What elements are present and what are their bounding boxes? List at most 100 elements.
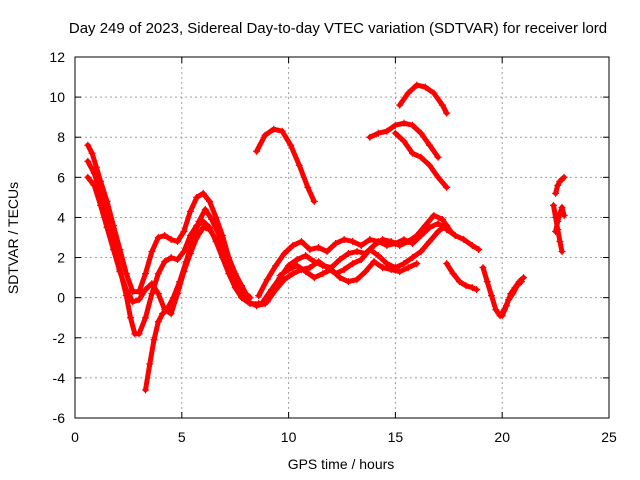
data-point (413, 231, 421, 239)
data-point (468, 284, 476, 292)
data-point (310, 197, 318, 205)
data-point (552, 227, 560, 235)
axis-ticks: 0 5 10 15 20 25 -6 -4 -2 0 2 4 6 8 10 12 (49, 49, 617, 445)
data-point (263, 298, 271, 306)
data-point (293, 262, 301, 270)
data-point (400, 260, 408, 268)
data-point (129, 288, 137, 296)
data-point (370, 258, 378, 266)
data-point (460, 236, 468, 244)
data-point (462, 282, 470, 290)
data-point (552, 189, 560, 197)
data-point (443, 109, 451, 117)
data-point (558, 203, 566, 211)
data-point (285, 266, 293, 274)
data-point (443, 260, 451, 268)
data-point (315, 258, 323, 266)
data-point (193, 193, 201, 201)
data-point (492, 306, 500, 314)
data-point (206, 225, 214, 233)
series-arc-l (391, 129, 451, 191)
data-point (413, 81, 421, 89)
data-point (520, 274, 528, 282)
data-point (244, 298, 252, 306)
data-point (188, 238, 196, 246)
data-point (417, 248, 425, 256)
data-point (135, 330, 143, 338)
data-point (319, 270, 327, 278)
x-tick-label: 5 (178, 429, 186, 445)
data-point (280, 250, 288, 258)
chart-title: Day 249 of 2023, Sidereal Day-to-day VTE… (69, 20, 607, 37)
data-point (340, 236, 348, 244)
data-point (404, 89, 412, 97)
data-point (280, 276, 288, 284)
data-point (396, 242, 404, 250)
data-point (400, 119, 408, 127)
data-point (383, 260, 391, 268)
data-point (479, 264, 487, 272)
data-point (159, 310, 167, 318)
data-point (84, 157, 92, 165)
series-arc-o (498, 274, 528, 320)
data-point (295, 161, 303, 169)
data-point (233, 278, 241, 286)
data-point (455, 278, 463, 286)
data-point (163, 306, 171, 314)
data-point (289, 270, 297, 278)
data-point (332, 240, 340, 248)
data-point (261, 131, 269, 139)
series-line (260, 212, 454, 305)
data-point (498, 312, 506, 320)
x-tick-label: 25 (601, 429, 617, 445)
data-point (148, 290, 156, 298)
data-point (413, 260, 421, 268)
data-point (554, 217, 562, 225)
data-point (135, 296, 143, 304)
x-tick-label: 15 (388, 429, 404, 445)
data-point (276, 272, 284, 280)
data-point (430, 89, 438, 97)
data-point (426, 223, 434, 231)
data-point (443, 183, 451, 191)
data-point (468, 242, 476, 250)
data-point (426, 238, 434, 246)
x-tick-label: 20 (494, 429, 510, 445)
data-point (216, 234, 224, 241)
data-point (150, 336, 158, 344)
data-point (404, 264, 412, 272)
data-point (212, 213, 220, 221)
data-point (336, 256, 344, 264)
data-point (383, 242, 391, 250)
data-point (374, 129, 382, 137)
data-point (255, 292, 263, 300)
data-point (417, 129, 425, 137)
data-point (270, 125, 278, 133)
data-point (408, 121, 416, 129)
data-point (438, 101, 446, 109)
data-point (417, 153, 425, 161)
data-point (560, 211, 568, 219)
series-line (256, 221, 482, 299)
data-point (122, 286, 130, 294)
data-point (302, 268, 310, 276)
data-point (306, 246, 314, 254)
data-point (263, 276, 271, 284)
data-point (176, 278, 184, 286)
data-point (451, 231, 459, 239)
data-point (293, 256, 301, 264)
y-tick-label: 8 (57, 129, 65, 145)
data-point (387, 238, 395, 246)
data-point (167, 310, 175, 318)
y-axis-label: SDTVAR / TECUs (5, 182, 21, 294)
data-point (379, 264, 387, 272)
data-point (146, 360, 154, 368)
data-point (323, 248, 331, 256)
data-point (488, 292, 496, 300)
data-point (304, 183, 312, 191)
data-point (206, 197, 214, 205)
data-point (349, 238, 357, 246)
data-point (199, 223, 207, 231)
data-point (161, 231, 169, 239)
data-point (116, 268, 124, 276)
